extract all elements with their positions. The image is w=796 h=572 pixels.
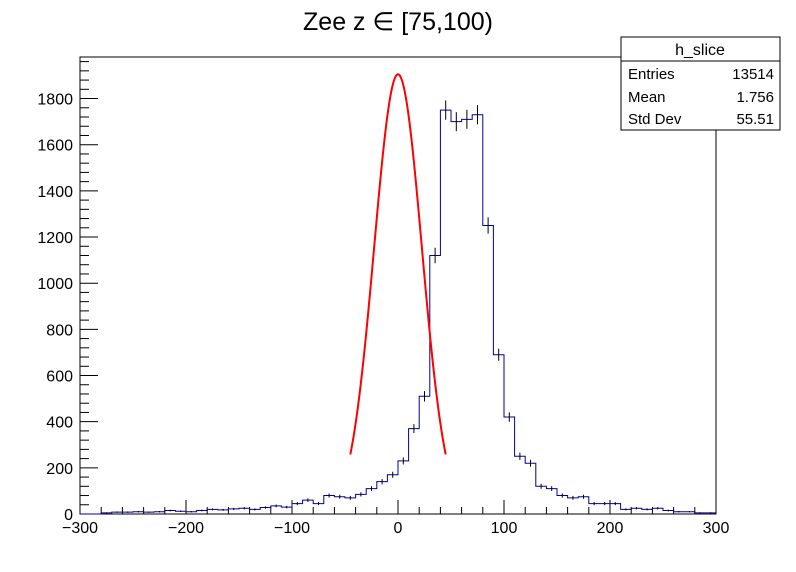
x-axis: −300 −200 −100 0 100 200 300 — [62, 500, 729, 537]
y-tick-label: 1000 — [37, 276, 73, 293]
stats-stddev-label: Std Dev — [628, 111, 682, 128]
stats-mean-value: 1.756 — [736, 89, 774, 106]
stats-mean-label: Mean — [628, 89, 666, 106]
x-tick-label: 300 — [703, 520, 730, 537]
x-tick-label: 100 — [491, 520, 518, 537]
y-tick-label: 400 — [46, 415, 73, 432]
x-tick-label: 200 — [597, 520, 624, 537]
error-bars — [106, 100, 712, 514]
y-tick-label: 800 — [46, 322, 73, 339]
x-tick-label: −100 — [274, 520, 310, 537]
chart-title: Zee z ∈ [75,100) — [303, 8, 493, 36]
x-tick-label: 0 — [394, 520, 403, 537]
y-tick-label: 200 — [46, 461, 73, 478]
y-tick-label: 600 — [46, 369, 73, 386]
histogram-outline — [80, 109, 716, 515]
stats-box-title: h_slice — [675, 42, 725, 59]
y-tick-label: 0 — [64, 507, 73, 524]
y-tick-label: 1200 — [37, 230, 73, 247]
stats-stddev-value: 55.51 — [736, 111, 774, 128]
y-axis: 0 200 400 600 800 1000 1200 1400 1600 1800 — [37, 61, 98, 524]
histogram-series — [80, 109, 716, 515]
stats-box: h_slice Entries 13514 Mean 1.756 Std Dev… — [620, 36, 781, 131]
y-tick-label: 1800 — [37, 92, 73, 109]
gaussian-fit-curve — [349, 73, 447, 455]
x-tick-label: −200 — [168, 520, 204, 537]
x-tick-label: −300 — [62, 520, 98, 537]
stats-box-frame — [620, 36, 781, 131]
y-tick-label: 1600 — [37, 138, 73, 155]
stats-entries-label: Entries — [628, 66, 675, 83]
y-tick-label: 1400 — [37, 184, 73, 201]
stats-entries-value: 13514 — [732, 66, 774, 83]
